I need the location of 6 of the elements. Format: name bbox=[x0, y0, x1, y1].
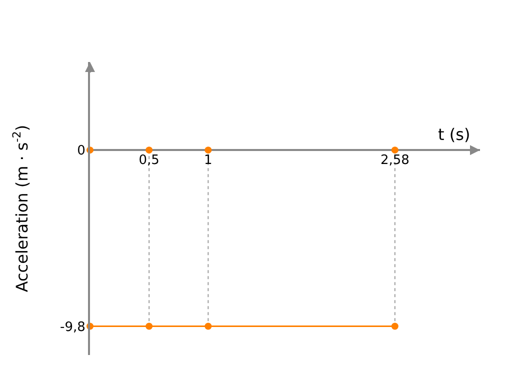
y-tick-label: -9,8 bbox=[60, 320, 86, 335]
y-tick-label: 0 bbox=[77, 144, 86, 159]
x-axis-title: t (s) bbox=[438, 125, 470, 144]
x-tick-label: 2,58 bbox=[380, 153, 410, 168]
x-tick-label: 1 bbox=[204, 153, 212, 168]
x-tick-label: 0,5 bbox=[138, 153, 160, 168]
